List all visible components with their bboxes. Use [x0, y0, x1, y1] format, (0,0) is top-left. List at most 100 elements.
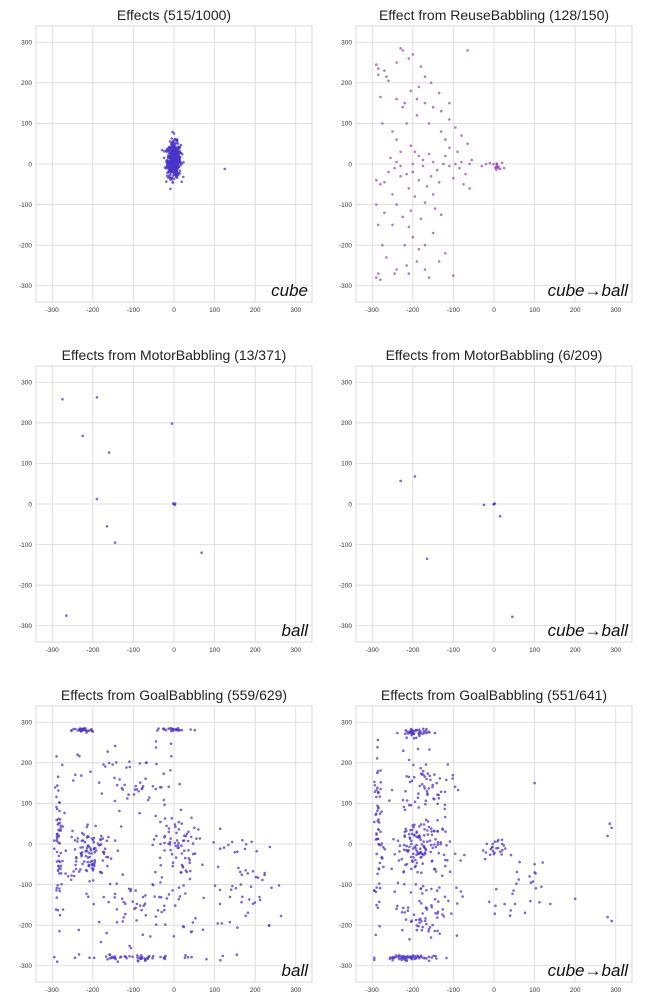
data-point: [55, 896, 59, 899]
data-point: [443, 790, 447, 794]
data-point: [76, 837, 80, 840]
x-tick-label: 100: [529, 307, 540, 314]
x-tick-label: -300: [46, 647, 59, 654]
data-point: [375, 757, 379, 760]
data-point: [410, 729, 413, 733]
data-point: [421, 732, 425, 736]
data-point: [53, 847, 56, 850]
data-point: [120, 897, 124, 901]
data-point: [170, 816, 174, 820]
data-point: [137, 790, 140, 793]
data-point: [152, 838, 156, 841]
x-tick-label: 300: [610, 307, 621, 314]
data-point: [416, 796, 420, 799]
data-point: [75, 857, 78, 860]
data-point: [376, 906, 380, 910]
data-point: [93, 858, 97, 862]
data-point: [406, 732, 410, 735]
data-point: [408, 803, 411, 807]
data-point: [417, 178, 421, 182]
data-point: [413, 475, 417, 478]
data-point: [430, 833, 434, 837]
data-point: [77, 928, 81, 932]
data-point: [138, 781, 142, 784]
y-tick-label: -100: [19, 202, 32, 209]
data-point: [515, 882, 518, 885]
data-point: [168, 156, 171, 159]
x-tick-label: 0: [492, 987, 496, 994]
data-point: [431, 105, 435, 109]
data-point: [170, 754, 173, 758]
data-point: [376, 872, 379, 876]
data-point: [244, 914, 247, 918]
data-point: [376, 769, 380, 773]
data-point: [373, 956, 376, 959]
data-point: [411, 162, 415, 166]
data-point: [176, 174, 179, 177]
y-tick-label: -300: [339, 283, 352, 290]
data-point: [393, 272, 396, 275]
data-points: [61, 396, 203, 617]
data-point: [383, 211, 386, 214]
data-point: [163, 817, 167, 820]
data-point: [425, 789, 429, 793]
data-point: [437, 91, 441, 95]
y-tick-label: -300: [19, 623, 32, 630]
data-point: [445, 778, 448, 782]
data-point: [420, 843, 424, 846]
data-point: [83, 840, 87, 844]
data-point: [175, 176, 179, 179]
data-point: [395, 268, 398, 271]
data-point: [164, 729, 168, 732]
data-point: [53, 786, 57, 789]
data-point: [484, 851, 488, 854]
data-point: [219, 958, 222, 962]
data-point: [433, 207, 437, 210]
data-point: [420, 855, 423, 859]
x-tick-label: -100: [447, 647, 460, 654]
data-point: [415, 843, 418, 847]
data-point: [381, 243, 384, 247]
x-tick-label: -300: [366, 307, 379, 314]
data-point: [73, 839, 77, 842]
data-point: [515, 870, 519, 874]
data-point: [437, 851, 441, 855]
data-point: [415, 114, 419, 117]
data-point: [419, 887, 423, 890]
data-point: [412, 775, 416, 779]
data-point: [425, 557, 429, 561]
data-point: [165, 180, 168, 183]
data-point: [439, 130, 443, 133]
data-point: [413, 800, 417, 804]
data-point: [119, 955, 123, 958]
data-point: [173, 904, 177, 907]
data-point: [74, 867, 78, 871]
data-point: [73, 848, 77, 851]
data-point: [426, 840, 429, 843]
data-point: [610, 919, 613, 923]
data-point: [393, 853, 397, 856]
data-point: [144, 894, 147, 897]
data-point: [452, 176, 455, 180]
data-point: [529, 899, 532, 903]
data-point: [415, 260, 419, 263]
data-point: [377, 806, 380, 809]
data-point: [279, 914, 283, 918]
data-point: [188, 858, 192, 862]
data-point: [377, 223, 380, 227]
chart-title: Effects from GoalBabbling (559/629): [61, 687, 287, 703]
data-point: [456, 150, 459, 154]
y-tick-label: 300: [21, 380, 32, 387]
data-point: [184, 954, 187, 957]
data-point: [438, 932, 442, 936]
data-point: [73, 956, 77, 959]
data-point: [415, 853, 418, 857]
data-point: [427, 927, 431, 931]
data-point: [118, 809, 121, 813]
data-point: [191, 921, 195, 924]
data-point: [483, 857, 487, 861]
data-point: [407, 57, 411, 60]
data-point: [99, 838, 102, 842]
data-point: [431, 923, 435, 927]
data-point: [134, 784, 137, 788]
